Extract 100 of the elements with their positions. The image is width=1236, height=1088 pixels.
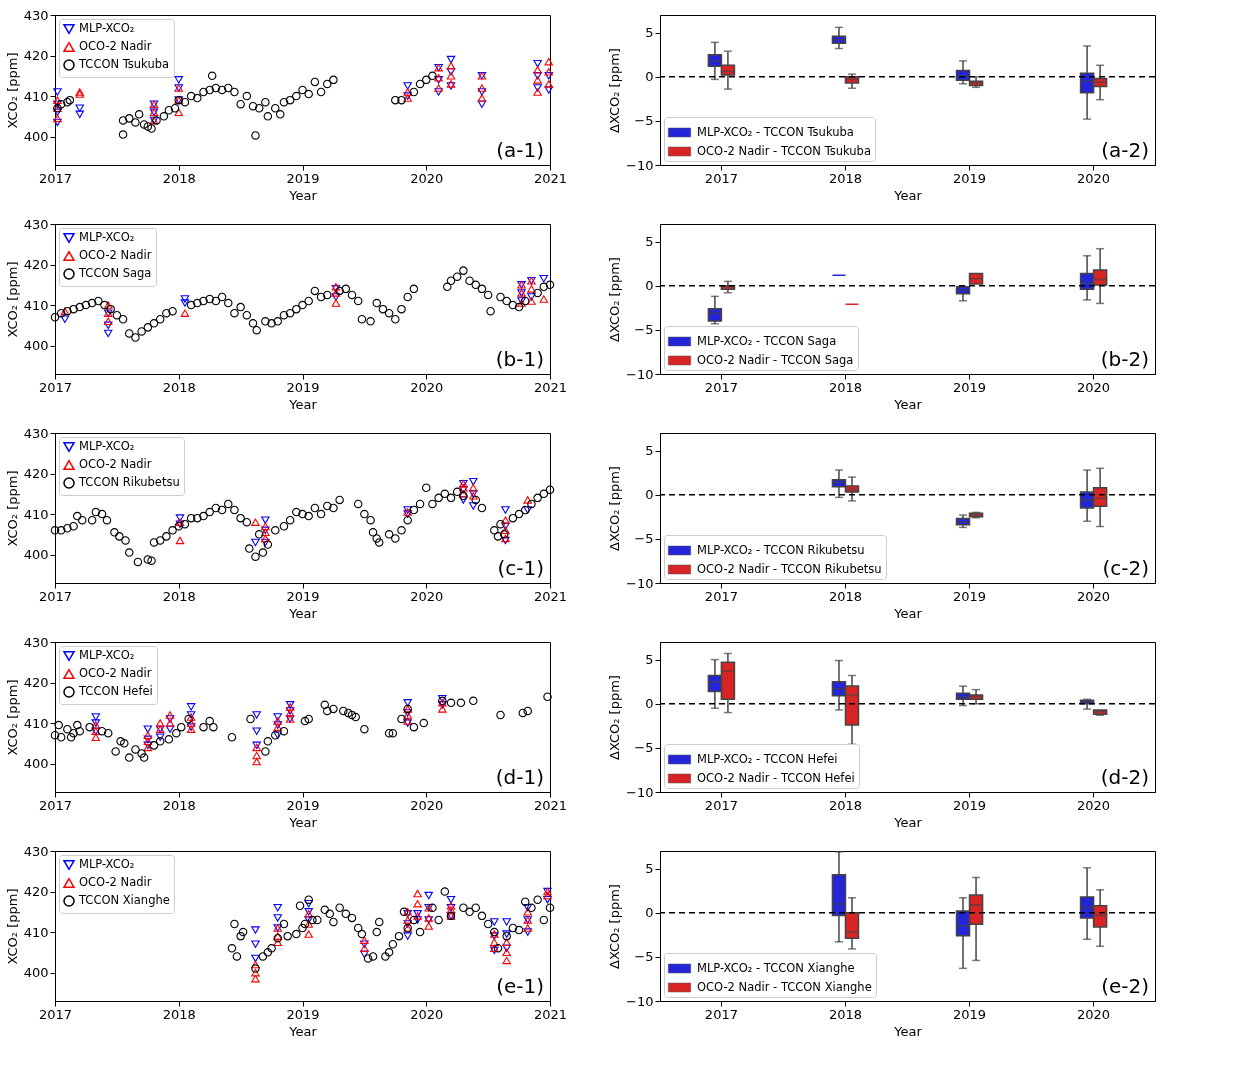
x-tick-label: 2018: [162, 379, 196, 395]
y-tick-label: 410: [23, 88, 49, 104]
legend-label: TCCON Saga: [78, 266, 152, 280]
y-axis-title: ΔXCO₂ [ppm]: [607, 466, 623, 551]
point: [322, 79, 332, 89]
point: [304, 714, 313, 724]
point: [271, 103, 280, 113]
x-axis-title: Year: [893, 605, 923, 621]
point: [428, 903, 437, 913]
point: [209, 722, 218, 732]
legend-label: MLP-XCO₂: [79, 439, 135, 453]
x-tick-label: 2020: [410, 1006, 444, 1022]
point: [165, 715, 175, 723]
x-tick-label: 2017: [704, 170, 738, 186]
legend-label: MLP-XCO₂ - TCCON Saga: [697, 333, 837, 348]
point: [357, 929, 367, 939]
y-tick-label: 410: [23, 924, 49, 940]
y-tick-label: 420: [23, 48, 49, 64]
x-tick-label: 2020: [410, 170, 444, 186]
point: [539, 915, 549, 925]
point: [131, 118, 140, 127]
x-tick-label: 2019: [952, 797, 987, 813]
y-tick-label: −5: [634, 740, 654, 756]
point: [347, 710, 357, 720]
x-tick-label: 2020: [1077, 1006, 1111, 1022]
point: [544, 86, 554, 94]
point: [304, 920, 313, 928]
x-axis-title: Year: [893, 1023, 923, 1039]
legend-label: TCCON Tsukuba: [78, 57, 170, 71]
y-tick-label: 420: [23, 884, 49, 900]
point: [73, 720, 82, 730]
point: [53, 88, 62, 96]
point: [131, 745, 140, 754]
point: [360, 940, 369, 948]
y-tick-label: 5: [645, 25, 654, 41]
point: [251, 538, 260, 547]
point: [391, 95, 400, 105]
point: [469, 696, 478, 706]
point: [227, 733, 237, 742]
y-tick-label: 400: [23, 129, 49, 145]
point: [263, 737, 273, 746]
legend-label: OCO-2 Nadir: [79, 39, 152, 53]
legend-label: MLP-XCO₂ - TCCON Hefei: [697, 751, 838, 766]
point: [300, 919, 310, 929]
x-tick-label: 2018: [162, 1006, 196, 1022]
point: [60, 315, 70, 324]
point: [252, 757, 261, 766]
point: [523, 496, 532, 504]
point: [65, 95, 75, 105]
point: [508, 923, 518, 933]
point: [118, 116, 128, 125]
x-tick-label: 2020: [410, 797, 444, 813]
point: [143, 725, 153, 733]
point: [273, 904, 283, 912]
y-axis-title: ΔXCO₂ [ppm]: [607, 48, 623, 133]
y-axis-title: XCO₂ [ppm]: [4, 52, 20, 129]
y-tick-label: −10: [626, 993, 654, 1009]
y-tick-label: 0: [645, 905, 654, 921]
annotation: (e-1): [496, 974, 544, 998]
point: [446, 55, 456, 64]
x-tick-label: 2019: [286, 170, 320, 186]
y-tick-label: 0: [645, 487, 654, 503]
x-tick-label: 2020: [1077, 170, 1111, 186]
point: [172, 728, 181, 738]
point: [527, 293, 536, 301]
point: [69, 728, 78, 738]
point: [514, 925, 524, 935]
legend-label: MLP-XCO₂: [79, 21, 135, 35]
point: [143, 731, 153, 739]
x-tick-label: 2019: [952, 588, 987, 604]
point: [409, 722, 419, 732]
x-tick-label: 2017: [38, 1006, 73, 1022]
point: [217, 85, 227, 95]
point: [165, 725, 175, 733]
point: [261, 97, 270, 107]
point: [164, 106, 174, 115]
point: [91, 733, 101, 742]
point: [298, 923, 307, 933]
legend-label: MLP-XCO₂: [79, 648, 135, 662]
point: [279, 726, 289, 736]
y-tick-label: 400: [23, 547, 49, 563]
point: [446, 895, 456, 904]
x-tick-label: 2018: [162, 797, 196, 813]
point: [238, 927, 248, 937]
point: [533, 84, 542, 92]
point: [227, 944, 237, 953]
point: [103, 301, 113, 309]
annotation: (a-2): [1101, 138, 1149, 162]
point: [501, 506, 510, 514]
point: [298, 85, 307, 95]
point: [230, 919, 239, 929]
point: [490, 918, 499, 926]
point: [251, 940, 260, 948]
x-tick-label: 2020: [410, 379, 444, 395]
point: [75, 726, 85, 736]
point: [186, 703, 196, 711]
point: [242, 91, 252, 101]
y-axis-title: ΔXCO₂ [ppm]: [607, 884, 623, 969]
point: [545, 903, 555, 913]
point: [456, 698, 466, 708]
